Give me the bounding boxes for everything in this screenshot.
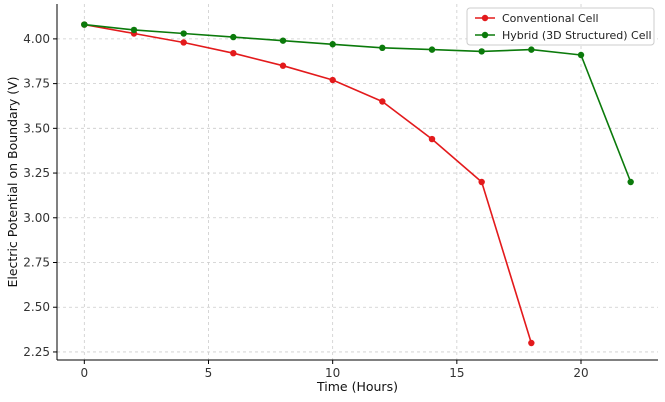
x-tick-label: 5 [205,366,213,380]
legend-swatch-marker [481,14,489,22]
x-tick-label: 0 [80,366,88,380]
data-point [577,51,585,59]
data-point [627,178,634,186]
data-point [528,339,535,347]
legend: Conventional Cell Hybrid (3D Structured) … [466,7,655,46]
data-point [81,21,88,28]
data-point [230,33,237,41]
data-point [180,30,187,37]
legend-label: Hybrid (3D Structured) Cell [502,29,652,42]
legend-box [466,7,655,46]
legend-label: Conventional Cell [502,12,599,25]
x-tick-label: 10 [325,366,340,380]
x-tick-label: 15 [449,366,464,380]
grid [57,4,658,360]
axes [56,4,658,361]
x-axis-label: Time (Hours) [316,379,398,394]
y-tick-label: 4.00 [23,32,50,46]
data-point [379,44,386,52]
series-line-1 [84,23,632,183]
y-tick-label: 3.75 [23,77,50,91]
data-point [180,39,187,46]
data-point [279,62,287,69]
data-point [329,41,336,48]
y-tick-label: 3.00 [23,211,50,225]
data-point [528,46,535,53]
data-point [230,49,237,57]
series-line-0 [84,23,533,344]
y-tick-label: 2.50 [23,300,50,314]
data-point [379,98,386,105]
data-point [130,26,138,34]
y-tick-label: 3.25 [23,166,50,180]
ticks: 0 5 10 15 20 2.25 2.50 2.75 3.00 3.25 3.50 3.75 4.00 [23,32,588,380]
data-point [279,37,287,44]
data-point [428,135,436,143]
x-tick-label: 20 [573,366,588,380]
legend-swatch-marker [481,31,489,39]
data-point [329,76,336,84]
data-point [428,46,436,53]
y-tick-label: 2.25 [23,345,50,359]
data-point [478,48,485,55]
series-layer [81,21,634,347]
y-tick-label: 3.50 [23,121,50,135]
y-axis-label: Electric Potential on Boundary (V) [5,76,20,287]
data-point [478,178,485,186]
y-tick-label: 2.75 [23,256,50,270]
